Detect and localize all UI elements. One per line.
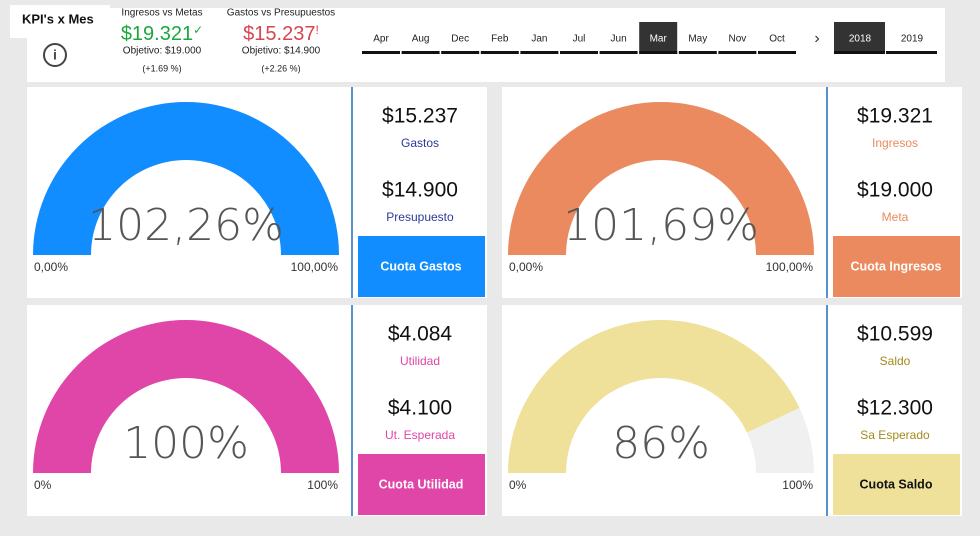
kpi-title: Gastos vs Presupuestos — [227, 8, 335, 19]
month-button[interactable]: Nov — [729, 34, 747, 45]
gauge-value-label: 86% — [612, 418, 710, 469]
year-underline — [886, 51, 937, 54]
gauge-arc — [508, 320, 800, 473]
kpi-target: Objetivo: $14.900 — [242, 46, 321, 57]
stat-value: $19.000 — [857, 179, 933, 202]
stat-label: Meta — [882, 210, 909, 224]
kpi-icon: ✓ — [193, 23, 203, 37]
month-underline — [480, 51, 519, 54]
gauge-max-label: 100% — [782, 478, 813, 492]
stat-value: $10.599 — [857, 323, 933, 346]
month-button[interactable]: Dec — [451, 34, 469, 45]
month-underline — [639, 51, 678, 54]
year-underline — [834, 51, 885, 54]
kpi-value-text: $15.237 — [243, 23, 315, 45]
month-button[interactable]: Jan — [531, 34, 547, 45]
stat-label: Saldo — [880, 354, 911, 368]
gauge-value-label: 102,26% — [88, 200, 284, 251]
stat-value: $15.237 — [382, 105, 458, 128]
quota-button[interactable] — [358, 454, 485, 515]
stat-value: $12.300 — [857, 397, 933, 420]
page-title: KPI's x Mes — [22, 11, 94, 26]
gauge-value-label: 100% — [123, 418, 249, 469]
month-button[interactable]: Feb — [491, 34, 509, 45]
stat-label: Utilidad — [400, 354, 440, 368]
month-button[interactable]: Jun — [611, 34, 627, 45]
gauge-min-label: 0% — [509, 478, 527, 492]
stat-label: Sa Esperado — [860, 428, 930, 442]
month-underline — [520, 51, 559, 54]
kpi-value-text: $19.321 — [121, 23, 193, 45]
month-button[interactable]: Oct — [769, 34, 785, 45]
month-underline — [678, 51, 717, 54]
kpi-icon: ! — [315, 23, 318, 37]
kpi-value: $15.237! — [243, 23, 319, 45]
month-button[interactable]: Mar — [650, 34, 668, 45]
month-button[interactable]: Apr — [373, 34, 389, 45]
month-button[interactable]: May — [688, 34, 707, 45]
year-selected-bg — [834, 22, 885, 54]
quota-button-label[interactable]: Cuota Utilidad — [379, 477, 464, 491]
stat-value: $19.321 — [857, 105, 933, 128]
month-selected-bg — [639, 22, 678, 54]
stat-label: Ingresos — [872, 136, 918, 150]
quota-button[interactable] — [358, 236, 485, 297]
quota-button-label[interactable]: Cuota Gastos — [380, 259, 461, 273]
kpi-target: Objetivo: $19.000 — [123, 46, 202, 57]
info-icon-glyph: i — [53, 47, 57, 63]
stat-value: $4.100 — [388, 397, 452, 420]
month-button[interactable]: Jul — [573, 34, 586, 45]
quota-button-label[interactable]: Cuota Ingresos — [851, 259, 942, 273]
month-underline — [362, 51, 400, 54]
month-underline — [441, 51, 480, 54]
month-underline — [599, 51, 638, 54]
stat-label: Ut. Esperada — [385, 428, 455, 442]
gauge-arc — [33, 102, 339, 255]
kpi-change: (+1.69 %) — [142, 63, 181, 73]
gauge-min-label: 0,00% — [34, 260, 68, 274]
month-underline — [718, 51, 757, 54]
month-button[interactable]: Aug — [412, 34, 430, 45]
gauge-max-label: 100,00% — [291, 260, 339, 274]
stat-label: Presupuesto — [386, 210, 454, 224]
gauge-arc — [508, 102, 814, 255]
year-button[interactable]: 2019 — [901, 34, 924, 45]
quota-button[interactable] — [833, 236, 960, 297]
next-arrow[interactable]: › — [814, 30, 819, 47]
month-underline — [560, 51, 598, 54]
gauge-max-label: 100,00% — [766, 260, 814, 274]
quota-button[interactable] — [833, 454, 960, 515]
stat-label: Gastos — [401, 136, 439, 150]
year-button[interactable]: 2018 — [849, 34, 872, 45]
stat-value: $4.084 — [388, 323, 453, 346]
gauge-min-label: 0% — [34, 478, 52, 492]
gauge-min-label: 0,00% — [509, 260, 543, 274]
month-underline — [758, 51, 796, 54]
gauge-arc — [33, 320, 339, 473]
kpi-title: Ingresos vs Metas — [121, 8, 202, 19]
info-icon[interactable] — [43, 43, 67, 67]
gauge-value-label: 101,69% — [563, 200, 759, 251]
month-underline — [401, 51, 440, 54]
stat-value: $14.900 — [382, 179, 458, 202]
kpi-change: (+2.26 %) — [261, 63, 300, 73]
gauge-max-label: 100% — [307, 478, 338, 492]
title-box — [10, 5, 110, 38]
kpi-value: $19.321✓ — [121, 23, 203, 45]
quota-button-label[interactable]: Cuota Saldo — [860, 477, 933, 491]
header-panel — [27, 8, 945, 82]
